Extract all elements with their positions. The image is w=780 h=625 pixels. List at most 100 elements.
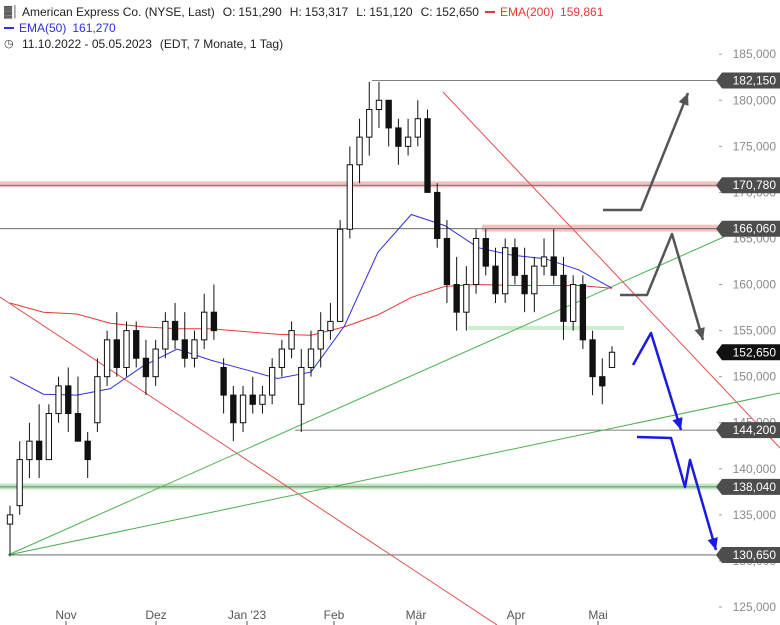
clock-icon: ◷ — [4, 38, 14, 50]
candle-body — [502, 247, 509, 295]
y-tick-label: 150,000 — [733, 370, 777, 384]
level-tag — [716, 72, 780, 89]
candle — [103, 330, 111, 386]
y-tick-label: 175,000 — [733, 139, 777, 153]
uptrend-line-steep — [7, 231, 736, 556]
y-tick-label: 185,000 — [733, 47, 777, 61]
candle-body — [45, 413, 53, 461]
level-value: 182,150 — [733, 73, 777, 87]
uptrend-line-flat — [7, 392, 780, 556]
candle — [191, 330, 198, 368]
y-axis: 125,000130,000135,000140,000145,000150,0… — [719, 47, 776, 614]
candle — [472, 229, 480, 294]
arrow-shaft — [620, 232, 705, 341]
support-band-2 — [468, 326, 624, 330]
candle — [239, 385, 247, 432]
candle — [385, 99, 392, 147]
candle-body — [94, 376, 101, 424]
candle-body — [356, 136, 363, 166]
candle-body — [540, 256, 548, 267]
y-tick-label: 140,000 — [733, 462, 777, 476]
candle — [162, 312, 169, 359]
level-value: 170,780 — [733, 178, 777, 192]
candle — [346, 146, 354, 239]
blue-arrow-2 — [636, 435, 718, 551]
candle-body — [162, 320, 169, 350]
candle — [550, 229, 557, 285]
ema200-value: 159,861 — [560, 5, 604, 19]
candle — [482, 229, 489, 276]
candle — [356, 118, 363, 184]
candle-body — [142, 357, 150, 378]
candle — [599, 358, 606, 405]
candle — [366, 81, 373, 156]
candle — [249, 376, 256, 414]
candle — [502, 238, 509, 303]
candle — [210, 284, 218, 340]
candle-body — [103, 339, 111, 378]
candle — [152, 339, 159, 386]
candle-body — [26, 440, 33, 461]
candle — [201, 293, 208, 350]
candle-body — [298, 366, 305, 405]
candle-body — [336, 228, 344, 322]
level-tag — [716, 177, 780, 194]
level-labels: 182,150 170,780 166,060 144,200 138,040 130,6… — [716, 72, 780, 563]
candle — [171, 302, 179, 350]
candle — [434, 183, 441, 248]
y-tick-label: 180,000 — [733, 93, 777, 107]
candle — [65, 367, 72, 432]
candle-body — [599, 376, 606, 387]
candle — [16, 441, 23, 515]
chart-header: ▓│ American Express Co. (NYSE, Last) O: … — [4, 4, 603, 52]
open-label: O: — [222, 5, 236, 19]
date-range: 11.10.2022 - 05.05.2023 — [22, 37, 152, 51]
last-price-value: 152,650 — [733, 345, 777, 359]
candle — [268, 358, 276, 405]
candle-body — [531, 265, 538, 295]
candle — [278, 339, 286, 377]
candle-body — [6, 514, 14, 525]
candle-body — [191, 339, 198, 359]
scenario-arrows — [603, 92, 718, 551]
candle-body — [113, 339, 120, 368]
candle — [569, 275, 577, 331]
candle — [123, 321, 130, 377]
candle — [414, 100, 421, 147]
arrow-head — [678, 93, 689, 106]
y-tick-label: 135,000 — [733, 508, 777, 522]
price-level-label: 166,060 — [716, 220, 780, 237]
candle-body — [579, 284, 587, 341]
low-label: L: — [356, 5, 367, 19]
range-detail: (EDT, 7 Monate, 1 Tag) — [159, 37, 284, 51]
candle-body — [249, 394, 256, 405]
price-level-label: 182,150 — [716, 72, 780, 89]
candle-body — [230, 394, 237, 424]
candle-body — [511, 247, 519, 276]
x-tick-label: Feb — [324, 608, 345, 622]
level-tag — [716, 478, 780, 495]
candle-body — [550, 256, 557, 276]
candle-body — [385, 99, 392, 129]
close-value: 152,650 — [435, 5, 479, 19]
candle — [317, 312, 324, 368]
candle-body — [608, 351, 616, 368]
resistance-band — [0, 181, 722, 188]
candlestick-icon: ▓│ — [4, 6, 19, 18]
candle — [220, 358, 227, 414]
candle-body — [171, 320, 179, 341]
candle-body — [472, 237, 480, 286]
candle-body — [560, 274, 567, 322]
header-row-3: ◷ 11.10.2022 - 05.05.2023 (EDT, 7 Monate… — [4, 36, 603, 52]
candle-body — [366, 108, 373, 138]
candle-body — [210, 311, 218, 332]
candle-body — [375, 99, 383, 110]
candle — [608, 346, 616, 368]
candle — [521, 247, 528, 313]
candle-body — [424, 118, 431, 193]
open-value: 151,290 — [238, 5, 282, 19]
candle — [55, 376, 62, 423]
downtrend-line-upper — [442, 91, 780, 449]
candle — [463, 266, 470, 331]
candle-body — [482, 237, 489, 267]
